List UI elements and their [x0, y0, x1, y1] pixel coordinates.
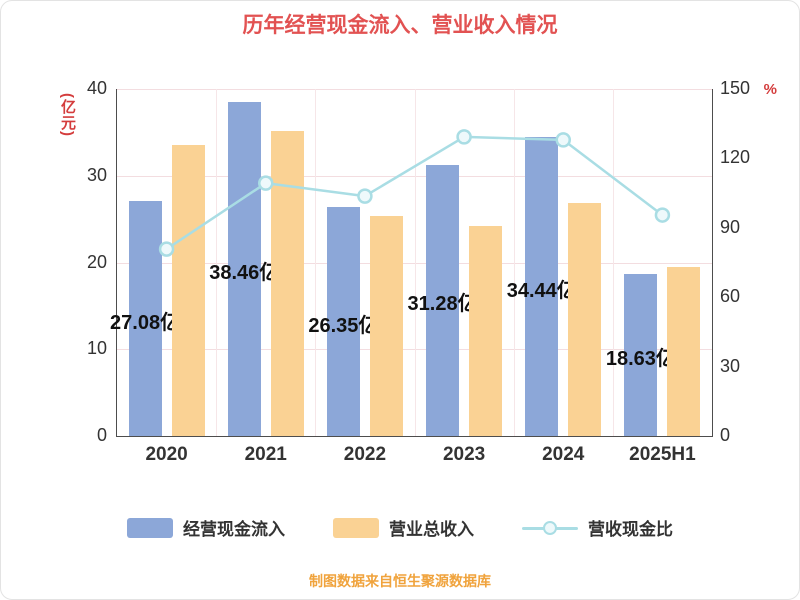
bar-value-label: 34.44亿	[506, 279, 577, 302]
bar-value-label: 38.46亿	[209, 262, 280, 285]
right-axis-tick-label: 60	[720, 286, 741, 307]
bar-经营现金流入-2025H1	[624, 274, 658, 436]
left-axis-tick-label: 30	[86, 164, 107, 185]
left-axis-tick-label: 20	[86, 251, 107, 272]
bar-营业总收入-2023	[469, 226, 503, 436]
bar-营业总收入-2021	[270, 130, 304, 436]
ratio-line-marker	[555, 132, 571, 148]
vertical-gridline	[612, 89, 614, 436]
legend-label-total-revenue: 营业总收入	[389, 520, 474, 539]
legend-label-cash-revenue-ratio: 营收现金比	[588, 520, 673, 539]
left-axis-tick-label: 10	[86, 338, 107, 359]
legend-item-operating-cash-inflow[interactable]: 经营现金流入	[127, 515, 285, 540]
left-axis-tick-label: 40	[86, 78, 107, 98]
bar-营业总收入-2025H1	[667, 266, 701, 436]
legend-line-dot	[543, 520, 557, 535]
legend-swatch-cash-inflow	[127, 517, 173, 538]
x-axis-category-label: 2023	[442, 444, 486, 465]
right-axis-tick-label: 0	[720, 425, 731, 445]
right-axis-tick-label: 150	[720, 78, 751, 98]
bar-营业总收入-2024	[568, 202, 602, 436]
legend-item-total-revenue[interactable]: 营业总收入	[333, 515, 474, 540]
bar-value-label: 31.28亿	[407, 293, 478, 316]
right-axis-unit-label: %	[763, 81, 777, 98]
left-axis-tick-label: 0	[96, 425, 107, 445]
legend-swatch-total-revenue	[333, 517, 379, 538]
left-axis-unit-label: (亿元)	[59, 93, 76, 137]
right-axis-tick-label: 30	[720, 355, 741, 376]
vertical-gridline	[216, 89, 218, 436]
bar-value-label: 26.35亿	[308, 314, 379, 337]
ratio-line-marker	[357, 188, 373, 204]
x-axis-category-label: 2020	[145, 444, 188, 465]
vertical-gridline	[513, 89, 515, 436]
bar-营业总收入-2020	[171, 145, 205, 436]
legend-item-cash-revenue-ratio[interactable]: 营收现金比	[522, 515, 673, 540]
legend-line-marker-icon	[522, 518, 578, 538]
x-axis-category-label: 2025H1	[629, 444, 696, 465]
bar-value-label: 18.63亿	[605, 348, 676, 371]
bar-value-label: 27.08亿	[110, 311, 181, 334]
right-axis-tick-label: 120	[720, 147, 751, 168]
x-axis-category-label: 2024	[542, 444, 585, 465]
ratio-line-marker	[654, 207, 671, 223]
x-axis-category-label: 2022	[343, 444, 387, 465]
legend-label-cash-inflow: 经营现金流入	[183, 520, 285, 539]
vertical-gridline	[414, 89, 416, 436]
vertical-gridline	[315, 89, 317, 436]
right-axis-tick-label: 90	[720, 216, 741, 237]
x-axis-category-label: 2021	[244, 444, 287, 465]
bar-经营现金流入-2020	[128, 201, 162, 436]
legend: 经营现金流入 营业总收入 营收现金比	[1, 515, 799, 540]
bar-营业总收入-2022	[369, 215, 403, 436]
ratio-line-marker	[456, 129, 472, 145]
chart-title: 历年经营现金流入、营业收入情况	[242, 14, 558, 37]
plot-area: 0 10 20 30 40 0 30 60 90 120 150 2020 2021 2022 2023 20…	[87, 78, 750, 465]
data-source-note: 制图数据来自恒生聚源数据库	[309, 573, 491, 589]
